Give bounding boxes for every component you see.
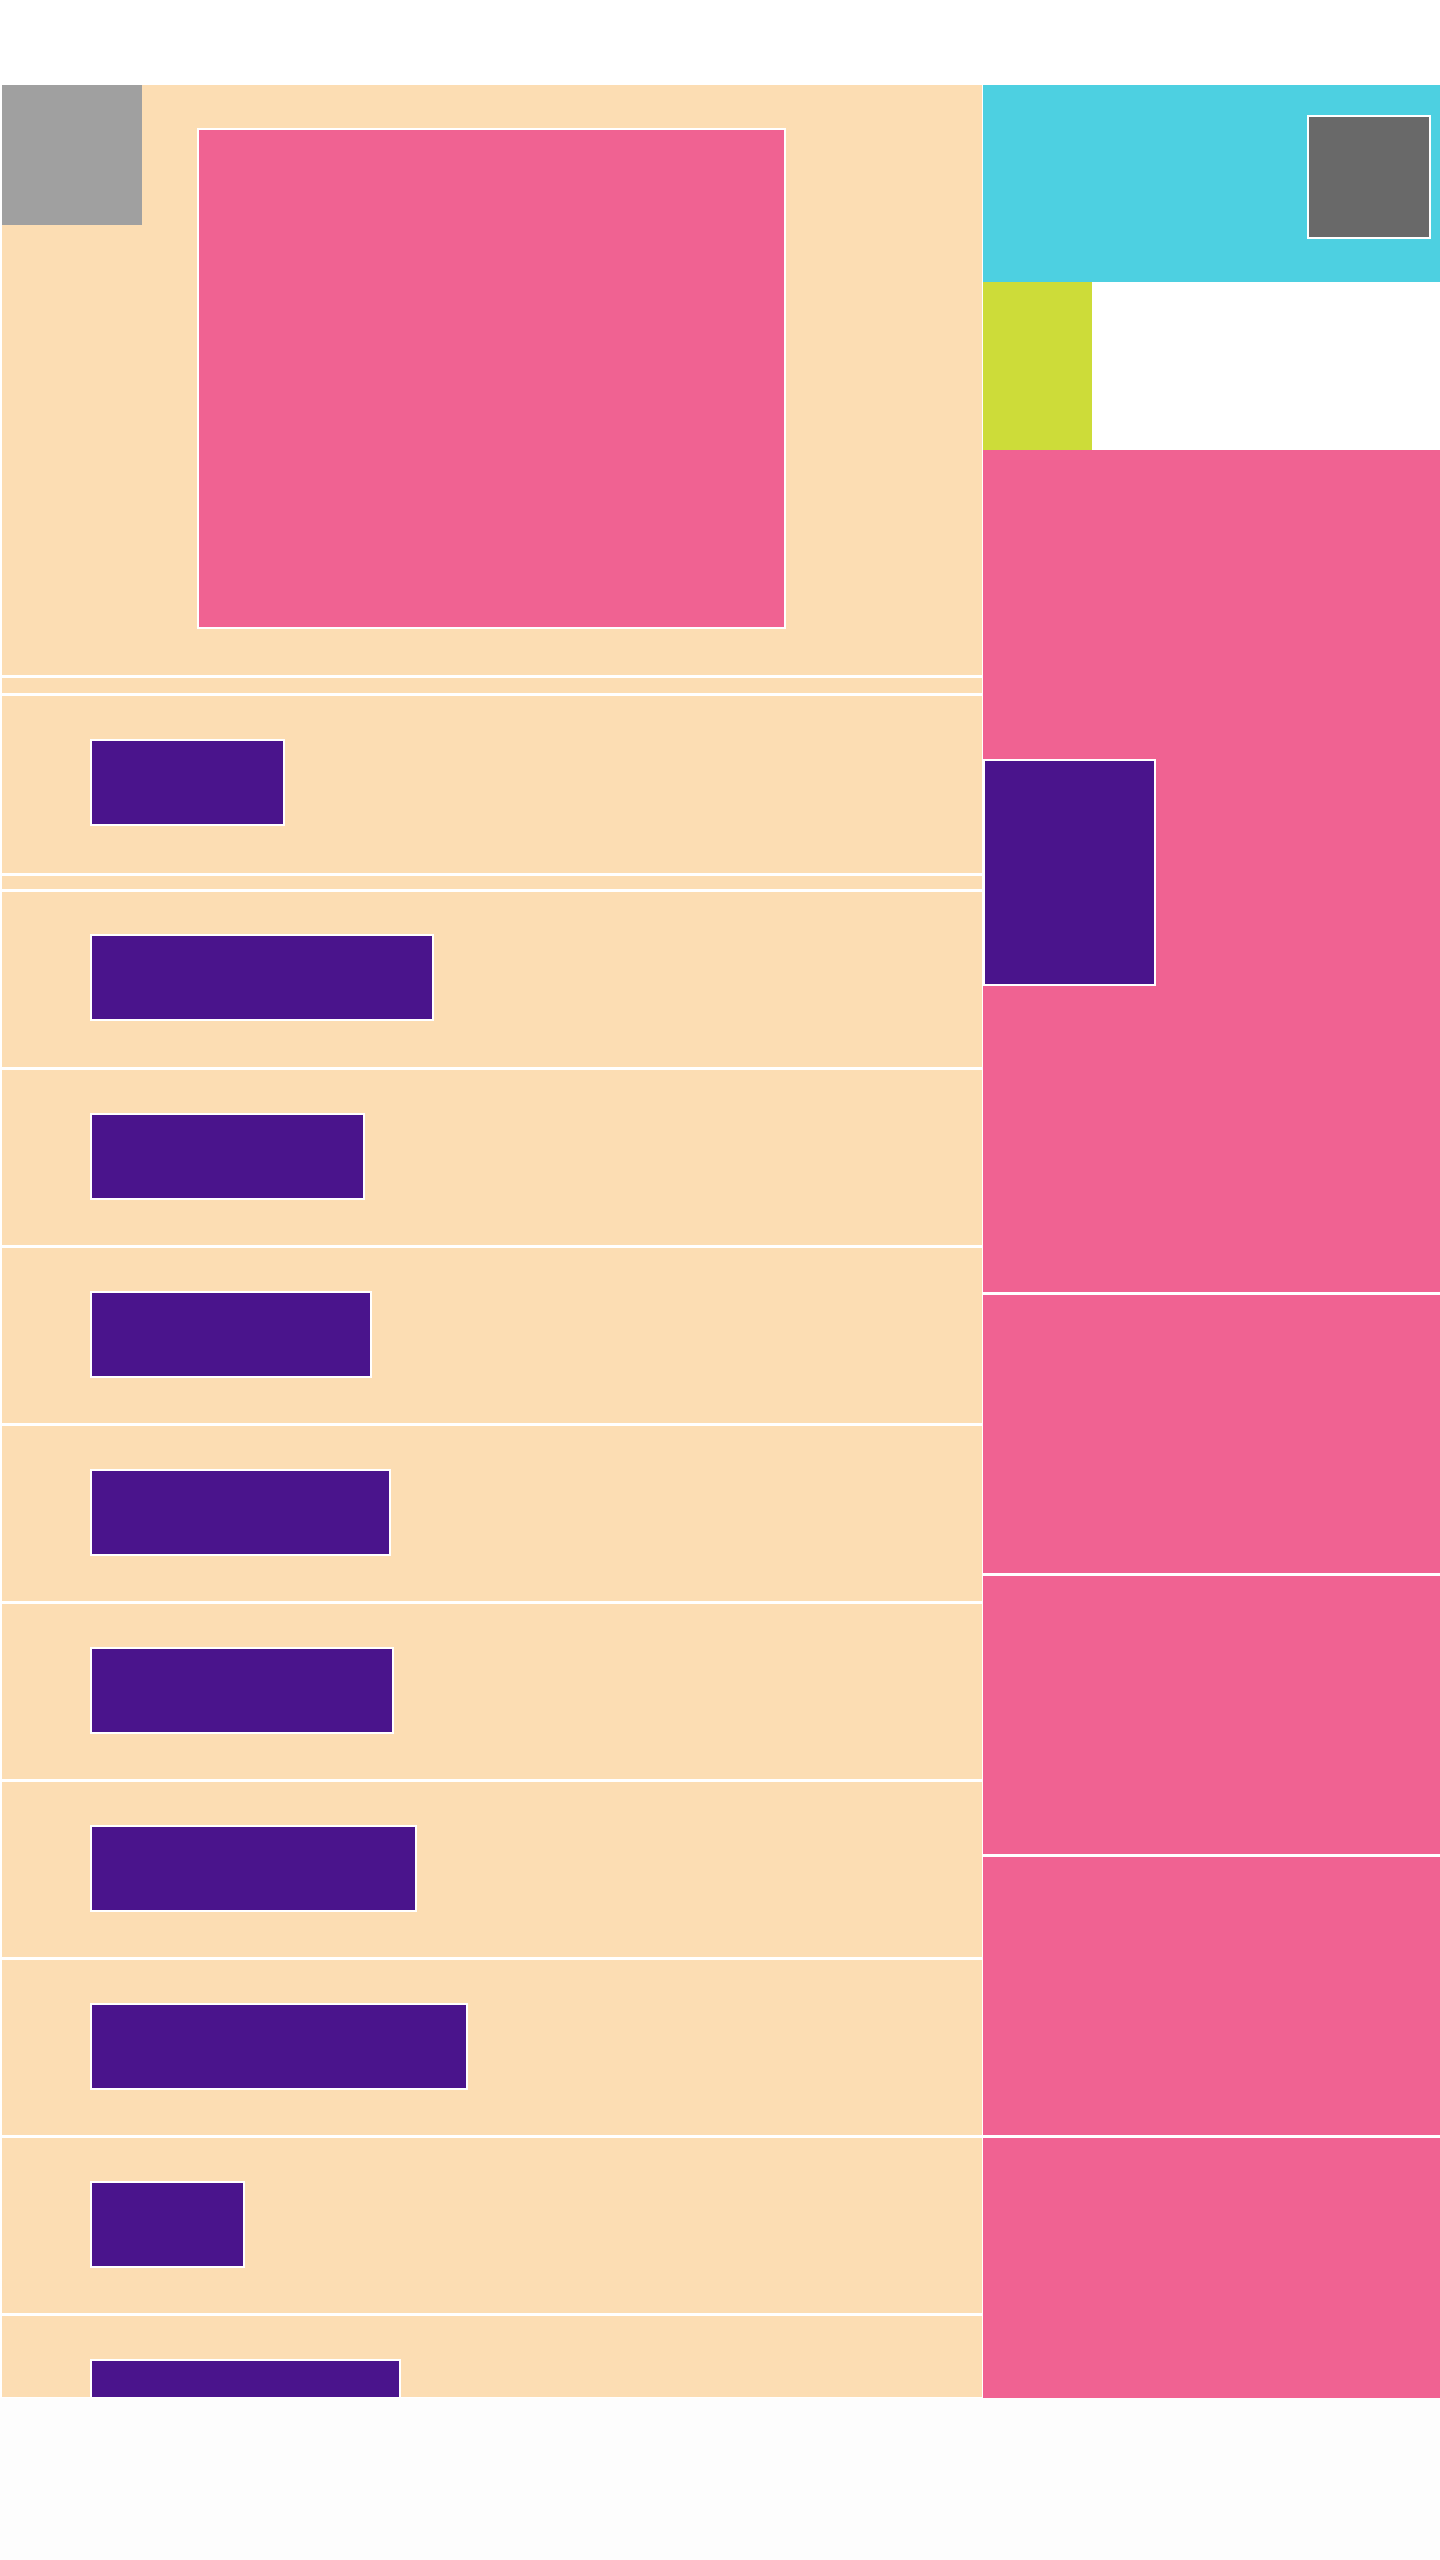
list-item-tag[interactable]	[90, 1469, 391, 1556]
list-item[interactable]	[2, 1779, 982, 1959]
list-item[interactable]	[2, 889, 982, 1069]
list-item-tag[interactable]	[90, 934, 434, 1021]
divider-strip	[2, 675, 982, 693]
list-item[interactable]	[2, 2313, 982, 2397]
bottom-bar	[0, 2398, 1440, 2560]
list-item[interactable]	[2, 1601, 982, 1781]
image-placeholder-icon[interactable]	[2, 85, 142, 225]
promo-card[interactable]	[983, 1573, 1440, 1855]
list-item-tag[interactable]	[90, 2003, 468, 2090]
list-item-tag[interactable]	[90, 2359, 401, 2397]
list-item-tag[interactable]	[90, 2181, 245, 2268]
list-item-tag[interactable]	[90, 1113, 365, 1200]
list-item[interactable]	[2, 1423, 982, 1603]
list-item[interactable]	[2, 1957, 982, 2137]
feature-badge[interactable]	[983, 759, 1156, 986]
list-item-tag[interactable]	[90, 1825, 417, 1912]
list-item-tag[interactable]	[90, 1291, 372, 1378]
avatar-placeholder-icon[interactable]	[1307, 115, 1431, 239]
promo-card[interactable]	[983, 1292, 1440, 1574]
promo-card[interactable]	[983, 2135, 1440, 2398]
side-chip[interactable]	[983, 282, 1092, 450]
promo-card[interactable]	[983, 1854, 1440, 2136]
hero-image[interactable]	[197, 128, 786, 629]
list-item[interactable]	[2, 1067, 982, 1247]
list-item-tag[interactable]	[90, 739, 285, 826]
list-item-tag[interactable]	[90, 1647, 394, 1734]
list-item[interactable]	[2, 1245, 982, 1425]
divider-strip	[2, 873, 982, 891]
list-item[interactable]	[2, 2135, 982, 2315]
list-item[interactable]	[2, 693, 982, 873]
